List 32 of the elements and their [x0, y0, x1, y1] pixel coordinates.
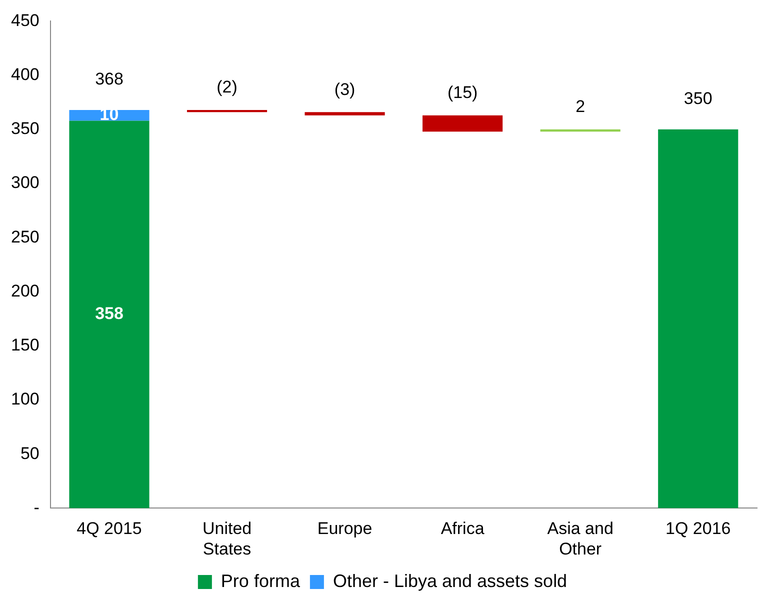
- y-tick-label: 300: [10, 173, 40, 192]
- y-tick-label: 50: [20, 444, 40, 463]
- y-tick-label: 100: [10, 390, 40, 409]
- data-label: (3): [334, 80, 356, 99]
- legend-label: Other - Libya and assets sold: [332, 570, 568, 591]
- legend-label: Pro forma: [220, 570, 301, 591]
- bar: [540, 129, 620, 132]
- y-tick-label: 150: [10, 336, 40, 355]
- x-tick-label: Europe: [317, 519, 372, 538]
- y-tick-label: 200: [10, 281, 40, 300]
- bar: [69, 110, 150, 121]
- y-tick-label: 450: [10, 10, 40, 30]
- bar: [186, 110, 268, 112]
- bar: [69, 120, 150, 508]
- y-tick-label: -: [34, 498, 40, 517]
- y-tick-label: 250: [10, 227, 40, 246]
- bar: [658, 129, 738, 508]
- y-tick-label: 350: [10, 119, 40, 138]
- x-tick-label: United States: [202, 519, 252, 558]
- data-label: (15): [447, 83, 478, 102]
- bar: [304, 112, 385, 116]
- x-tick-label: Asia and Other: [547, 519, 614, 558]
- data-label: (2): [216, 78, 238, 97]
- x-tick-label: Africa: [440, 519, 485, 538]
- total-label: 350: [684, 89, 712, 108]
- x-tick-label: 1Q 2016: [665, 519, 731, 538]
- y-tick-label: 400: [10, 65, 40, 84]
- bar: [422, 115, 503, 132]
- data-label: 2: [576, 97, 586, 116]
- x-tick-label: 4Q 2015: [76, 519, 142, 538]
- total-label: 368: [95, 70, 124, 89]
- data-label: 358: [95, 304, 124, 324]
